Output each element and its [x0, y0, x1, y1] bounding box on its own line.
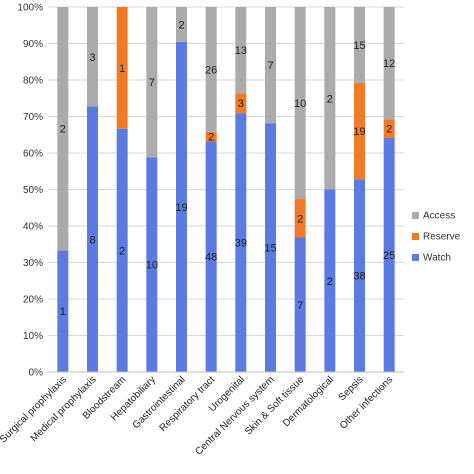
data-label: 1 [119, 63, 125, 75]
bar-segment-access [235, 7, 247, 94]
data-label: 7 [149, 77, 155, 89]
data-label: 38 [353, 271, 365, 283]
bar-segment-access [265, 7, 276, 124]
y-tick-label: 30% [23, 258, 43, 269]
data-label: 12 [383, 58, 395, 70]
bar-segment-access [294, 7, 306, 200]
bar-segment-watch [294, 237, 306, 372]
bar-segment-watch [57, 250, 69, 372]
bar-segment-access [146, 7, 158, 158]
y-tick-label: 60% [23, 149, 43, 160]
legend-swatch-access [412, 212, 419, 219]
bar-segment-watch [205, 141, 217, 372]
y-tick-label: 0% [29, 368, 44, 379]
data-label: 15 [264, 243, 276, 255]
data-label: 15 [353, 40, 365, 52]
bar-segment-watch [354, 179, 365, 372]
y-tick-label: 90% [23, 39, 43, 50]
bar-segment-access [354, 7, 365, 84]
bar-segment-access [87, 7, 98, 107]
bars [57, 7, 395, 373]
bar-segment-reserve [354, 83, 365, 180]
data-label: 7 [297, 300, 303, 312]
y-tick-label: 80% [23, 76, 43, 87]
bar-segment-reserve [383, 119, 395, 139]
legend-label-watch: Watch [423, 253, 451, 264]
data-label: 2 [386, 124, 392, 136]
y-axis-ticks: 0% 10% 20% 30% 40% 50% 60% 70% 80% 90% 100% [17, 3, 43, 379]
data-label: 19 [353, 126, 365, 138]
bar-segment-access [324, 7, 336, 190]
data-label: 26 [205, 64, 217, 76]
legend: Access Reserve Watch [412, 211, 461, 264]
y-tick-label: 10% [23, 331, 43, 342]
bar-segment-watch [265, 123, 276, 373]
bar-segment-watch [176, 41, 187, 373]
bar-segment-reserve [205, 131, 217, 142]
data-label: 39 [235, 238, 247, 250]
bar-segment-access [383, 7, 395, 120]
data-label: 3 [89, 52, 95, 64]
x-category-label: Other infections [338, 374, 395, 431]
data-label: 2 [60, 124, 66, 136]
bar-segment-reserve [235, 93, 247, 114]
data-label: 19 [175, 202, 187, 214]
data-label: 7 [267, 60, 273, 72]
x-category-label: Sepsis [337, 374, 366, 403]
legend-label-access: Access [423, 211, 455, 222]
y-tick-label: 100% [17, 3, 43, 14]
data-label: 25 [383, 250, 395, 262]
data-label: 10 [146, 260, 158, 272]
y-tick-label: 40% [23, 222, 43, 233]
data-label: 8 [89, 234, 95, 246]
bar-segment-access [57, 7, 69, 251]
gridlines [48, 6, 404, 373]
legend-swatch-watch [412, 254, 419, 261]
legend-swatch-reserve [412, 233, 419, 240]
data-label: 2 [327, 93, 333, 105]
data-label: 1 [60, 306, 66, 318]
data-label: 2 [327, 276, 333, 288]
legend-label-reserve: Reserve [423, 232, 461, 243]
data-label: 3 [238, 98, 244, 110]
data-label: 2 [297, 213, 303, 225]
bar-segment-watch [116, 128, 128, 372]
data-labels: 1283211071924822639313157721022381915252… [60, 19, 396, 318]
x-category-label: Gastrointestinal [131, 374, 188, 431]
bar-segment-access [205, 7, 217, 132]
data-label: 10 [294, 98, 306, 110]
bar-segment-watch [146, 157, 158, 372]
y-tick-label: 20% [23, 295, 43, 306]
bar-segment-watch [235, 113, 247, 372]
bar-segment-reserve [294, 199, 306, 238]
y-tick-label: 50% [23, 185, 43, 196]
y-tick-label: 70% [23, 112, 43, 123]
data-label: 48 [205, 252, 217, 264]
data-label: 2 [119, 245, 125, 257]
data-label: 2 [178, 19, 184, 31]
bar-segment-watch [383, 138, 395, 372]
bar-segment-watch [324, 189, 336, 372]
bar-segment-access [176, 7, 187, 42]
data-label: 13 [235, 45, 247, 57]
bar-segment-reserve [116, 7, 128, 129]
bar-segment-watch [87, 106, 98, 372]
data-label: 2 [208, 132, 214, 144]
